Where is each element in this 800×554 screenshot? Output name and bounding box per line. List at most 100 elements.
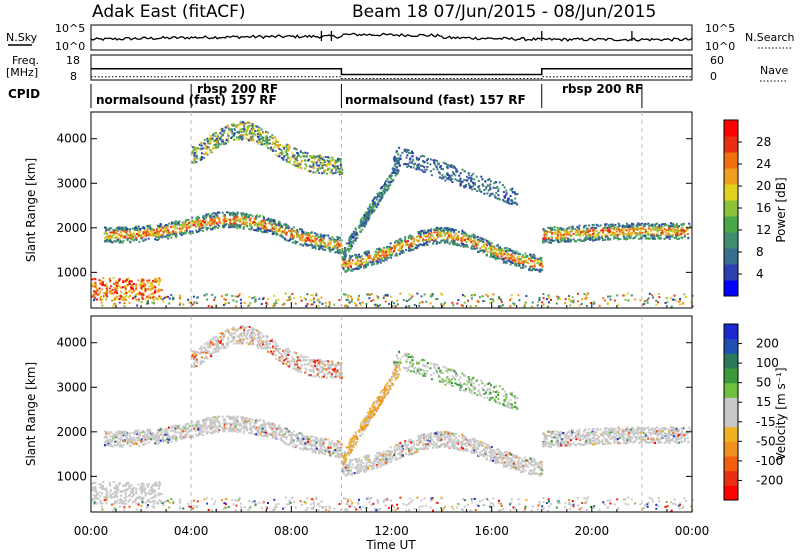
echo-cell [484,247,487,249]
echo-cell [333,303,336,306]
echo-cell [366,250,369,253]
echo-cell [532,260,535,263]
echo-cell [308,235,311,238]
echo-cell [266,132,268,135]
echo-cell [312,167,315,170]
echo-cell [426,231,429,234]
echo-cell [328,239,331,242]
echo-cell [146,301,149,304]
echo-cell [613,237,615,240]
echo-cell [654,238,657,240]
echo-cell [325,305,328,307]
echo-cell [209,418,211,421]
echo-cell [359,260,362,263]
echo-cell [202,226,205,229]
echo-cell [438,234,441,237]
echo-cell [361,216,364,219]
echo-cell [269,142,271,145]
echo-cell [574,228,577,231]
echo-cell [562,237,564,239]
echo-cell [451,165,454,167]
echo-cell [435,238,438,241]
echo-cell [144,238,147,241]
echo-cell [670,229,672,232]
echo-cell [441,177,444,180]
echo-cell [232,222,235,225]
echo-cell [461,231,464,233]
echo-cell [223,302,226,305]
echo-cell [231,219,234,222]
echo-cell [154,230,157,233]
echo-cell [238,136,240,139]
echo-cell [274,145,277,147]
echo-cell [381,455,383,458]
echo-cell [126,443,129,446]
echo-cell [465,442,468,445]
echo-cell [258,224,261,227]
echo-cell [276,233,279,236]
echo-cell [243,302,246,305]
echo-cell [444,162,447,165]
echo-cell [531,301,534,304]
echo-cell [234,226,237,229]
echo-cell [409,152,412,155]
echo-cell [378,191,381,194]
echo-cell [111,445,114,448]
echo-cell [315,294,318,297]
echo-cell [187,219,190,221]
echo-cell [242,227,245,230]
echo-cell [336,238,339,241]
echo-cell [418,237,421,240]
echo-cell [334,241,337,244]
echo-cell [534,269,537,271]
echo-cell [109,279,112,282]
echo-cell [283,237,286,240]
echo-cell [219,136,222,139]
echo-cell [114,303,117,306]
echo-cell [495,191,498,194]
echo-cell [429,158,432,161]
echo-cell [559,227,562,230]
echo-cell [376,295,379,298]
echo-cell [228,211,231,214]
echo-cell [565,230,568,233]
echo-cell [155,236,158,239]
echo-cell [486,244,488,247]
echo-cell [205,152,208,155]
echo-cell [365,223,367,225]
echo-cell [435,166,438,169]
echo-cell [115,297,118,300]
echo-cell [281,230,284,233]
echo-cell [233,132,236,135]
echo-cell [360,304,363,307]
echo-cell [153,278,156,281]
echo-cell [677,300,680,303]
echo-cell [147,232,150,235]
echo-cell [356,268,359,271]
echo-cell [187,226,190,229]
echo-cell [164,433,166,436]
echo-cell [168,302,171,305]
echo-cell [447,233,450,236]
echo-cell [199,159,202,161]
echo-cell [305,232,308,235]
figure-title: Adak East (fitACF) [92,2,246,22]
echo-cell [648,292,651,295]
echo-cell [449,229,452,232]
echo-cell [351,269,354,272]
echo-cell [272,221,275,224]
echo-cell [274,232,277,235]
echo-cell [376,196,379,199]
echo-cell [477,240,480,243]
echo-cell [551,233,553,235]
echo-cell [239,133,242,136]
echo-cell [292,154,295,157]
echo-cell [624,298,627,301]
echo-cell [233,215,236,218]
echo-cell [179,294,182,297]
echo-cell [259,135,261,138]
echo-cell [440,226,443,229]
echo-cell [508,253,511,256]
echo-cell [664,223,667,225]
echo-cell [436,168,439,171]
